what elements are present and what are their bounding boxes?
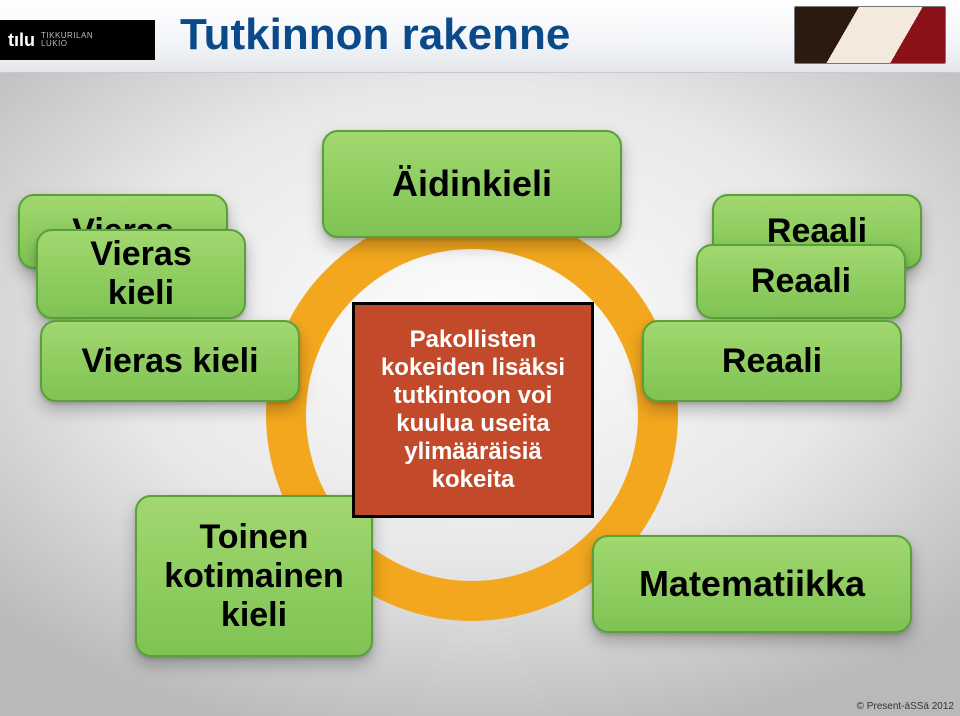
node-reaali-2: Reaali [696, 244, 906, 319]
header-bar: tılu TIKKURILAN LUKIO Tutkinnon rakenne [0, 0, 960, 73]
node-vieras-2: Vieraskieli [36, 229, 246, 319]
logo: tılu TIKKURILAN LUKIO [0, 20, 155, 60]
header-photo [794, 6, 946, 64]
center-callout: Pakollistenkokeiden lisäksitutkintoon vo… [352, 302, 594, 518]
center-text: Pakollistenkokeiden lisäksitutkintoon vo… [381, 326, 565, 494]
page-title: Tutkinnon rakenne [180, 10, 570, 60]
node-toinen: Toinenkotimainenkieli [135, 495, 373, 657]
node-matematiikka: Matematiikka [592, 535, 912, 633]
logo-subtitle: TIKKURILAN LUKIO [41, 32, 93, 48]
slide: tılu TIKKURILAN LUKIO Tutkinnon rakenne … [0, 0, 960, 716]
node-vieras-3: Vieras kieli [40, 320, 300, 402]
logo-text: tılu [8, 30, 35, 51]
copyright: © Present-äSSä 2012 [857, 701, 954, 712]
node-aidinkieli: Äidinkieli [322, 130, 622, 238]
node-reaali-3: Reaali [642, 320, 902, 402]
